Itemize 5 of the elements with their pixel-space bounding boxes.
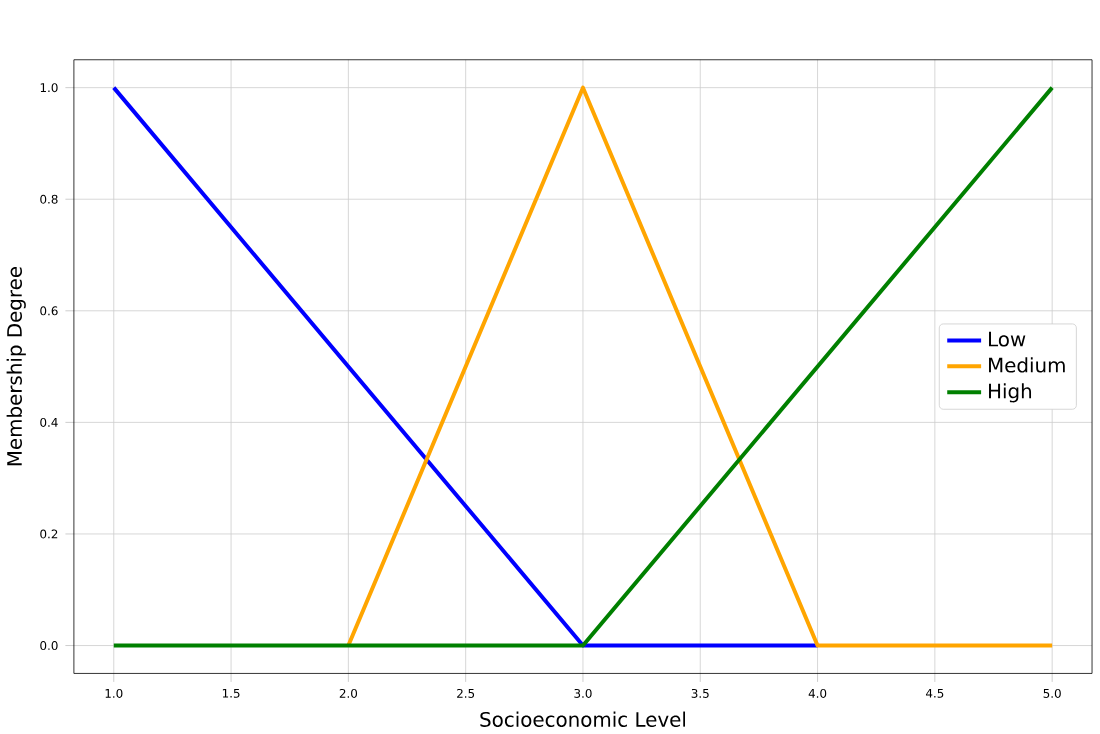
legend-label: Medium (989, 357, 1065, 373)
legend-label: Low (989, 332, 1026, 347)
x-axis-title: Socioeconomic Level (480, 711, 686, 728)
legend-label: High (989, 383, 1032, 403)
y-axis-title: Membership Degree (6, 267, 26, 466)
